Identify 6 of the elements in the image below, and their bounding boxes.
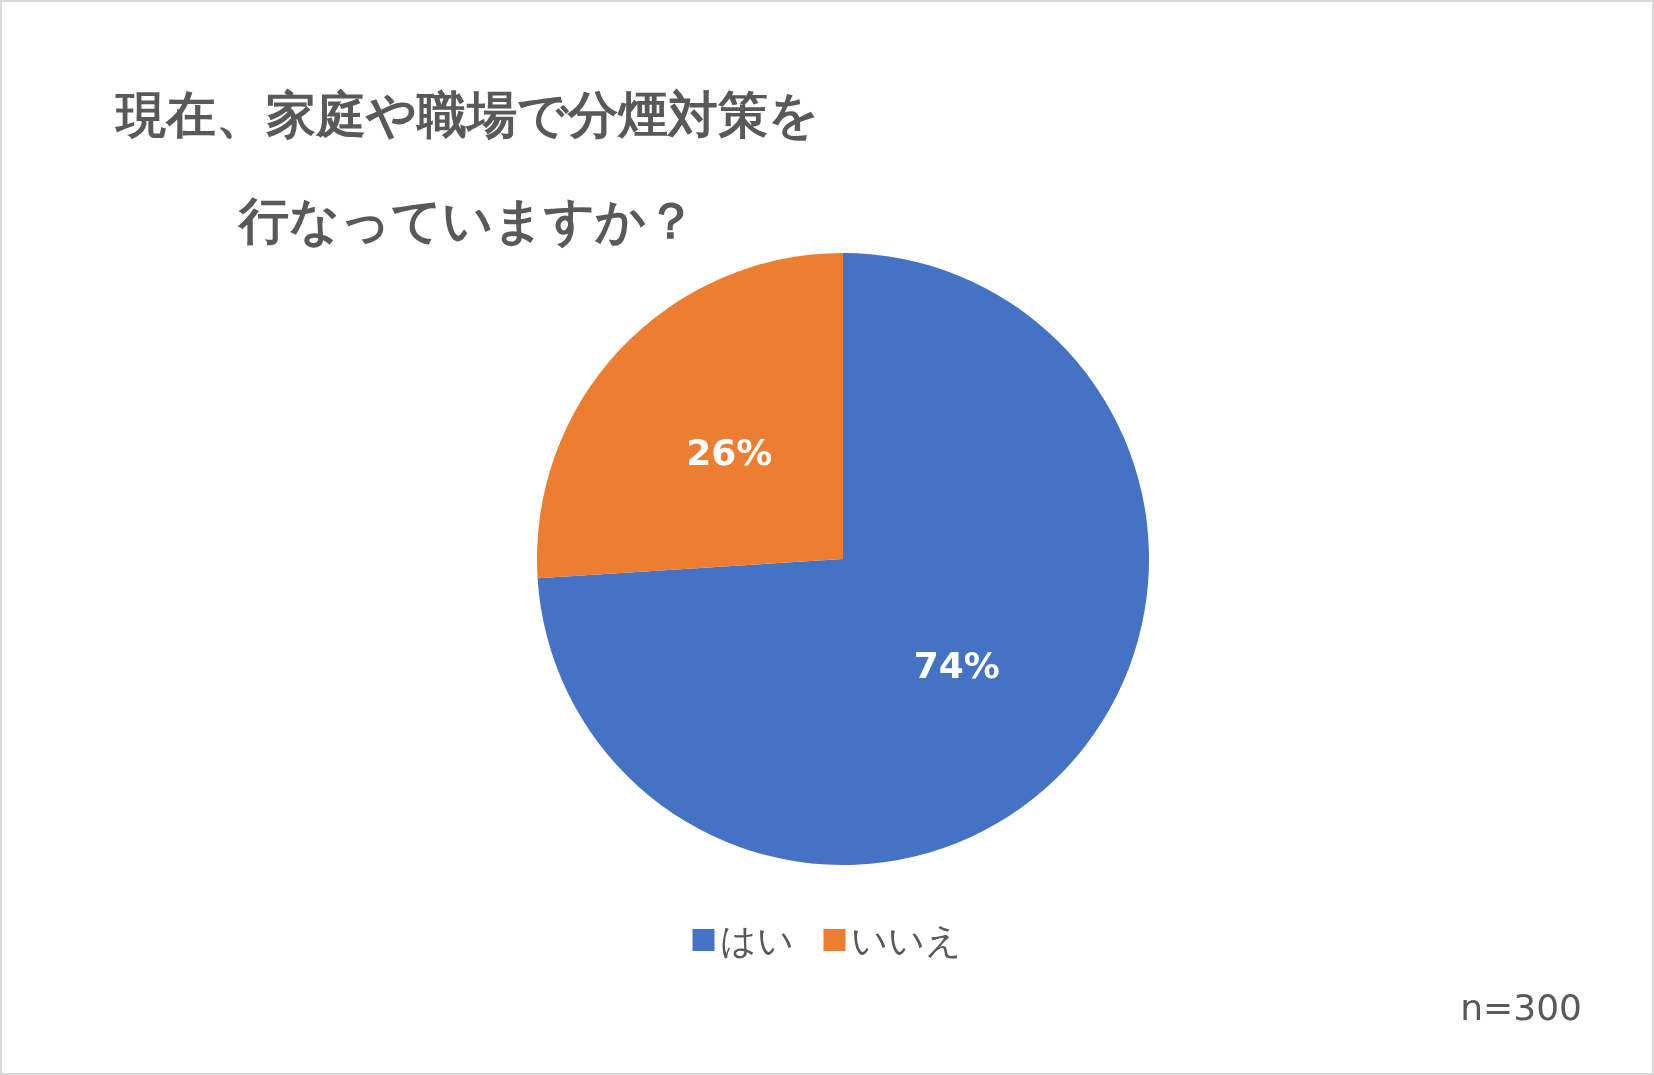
legend-label: いいえ — [850, 919, 962, 961]
legend-label: はい — [719, 919, 794, 961]
data-label: 74% — [913, 645, 1000, 687]
data-label: 26% — [686, 431, 773, 473]
chart-title: 現在、家庭や職場で分煙対策を行なっていますか？ — [113, 86, 819, 250]
text: n=300 — [1460, 986, 1583, 1028]
